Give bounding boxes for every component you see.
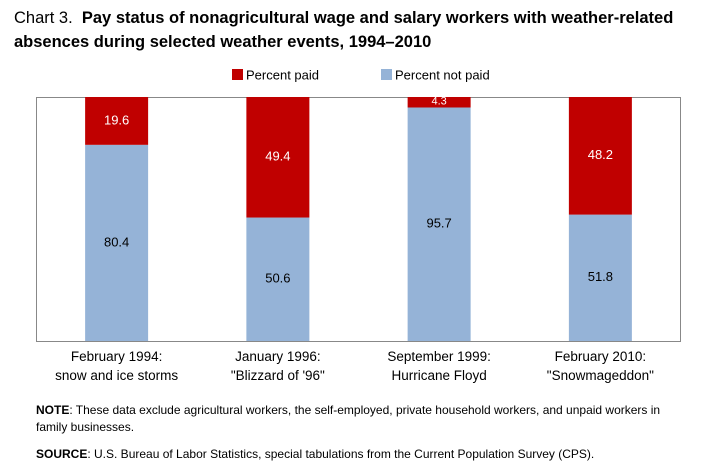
- data-label-not-paid-0: 80.4: [104, 234, 129, 249]
- chart-title: Chart 3. Pay status of nonagricultural w…: [14, 6, 694, 54]
- data-label-not-paid-2: 95.7: [426, 216, 451, 231]
- data-label-not-paid-3: 51.8: [588, 269, 613, 284]
- bar-not-paid-3: [568, 214, 632, 341]
- category-label-0-line-0: February 1994:: [71, 349, 163, 364]
- chart-number: Chart 3.: [14, 9, 73, 27]
- bar-paid-0: [85, 97, 149, 145]
- data-label-paid-0: 19.6: [104, 112, 129, 127]
- source-text: : U.S. Bureau of Labor Statistics, speci…: [87, 447, 595, 461]
- category-label-3-line-1: "Snowmageddon": [547, 368, 654, 383]
- bar-not-paid-2: [407, 107, 471, 341]
- plot-frame: [36, 97, 681, 342]
- data-label-not-paid-1: 50.6: [265, 271, 290, 286]
- legend-swatch-paid: [232, 69, 243, 80]
- legend-label-paid: Percent paid: [246, 68, 319, 83]
- legend-label-not-paid: Percent not paid: [395, 68, 490, 83]
- source-label: SOURCE: [36, 447, 88, 461]
- bar-paid-2: [407, 97, 471, 108]
- bar-not-paid-0: [85, 144, 149, 341]
- category-label-1-line-0: January 1996:: [235, 349, 321, 364]
- category-label-1-line-1: "Blizzard of '96": [231, 368, 325, 383]
- bar-paid-3: [568, 97, 632, 215]
- category-label-3-line-0: February 2010:: [555, 349, 647, 364]
- data-label-paid-1: 49.4: [265, 149, 290, 164]
- source: SOURCE: U.S. Bureau of Labor Statistics,…: [36, 446, 686, 463]
- chart-title-text: Pay status of nonagricultural wage and s…: [14, 9, 674, 51]
- bar-paid-1: [246, 97, 310, 218]
- category-label-0-line-1: snow and ice storms: [55, 368, 178, 383]
- category-label-2-line-0: September 1999:: [387, 349, 491, 364]
- data-label-paid-3: 48.2: [588, 147, 613, 162]
- bar-not-paid-1: [246, 217, 310, 341]
- legend-swatch-not-paid: [381, 69, 392, 80]
- note: NOTE: These data exclude agricultural wo…: [36, 402, 686, 436]
- data-label-paid-2: 4.3: [431, 96, 446, 108]
- note-label: NOTE: [36, 403, 70, 417]
- note-text: : These data exclude agricultural worker…: [36, 403, 661, 434]
- category-label-2-line-1: Hurricane Floyd: [391, 368, 486, 383]
